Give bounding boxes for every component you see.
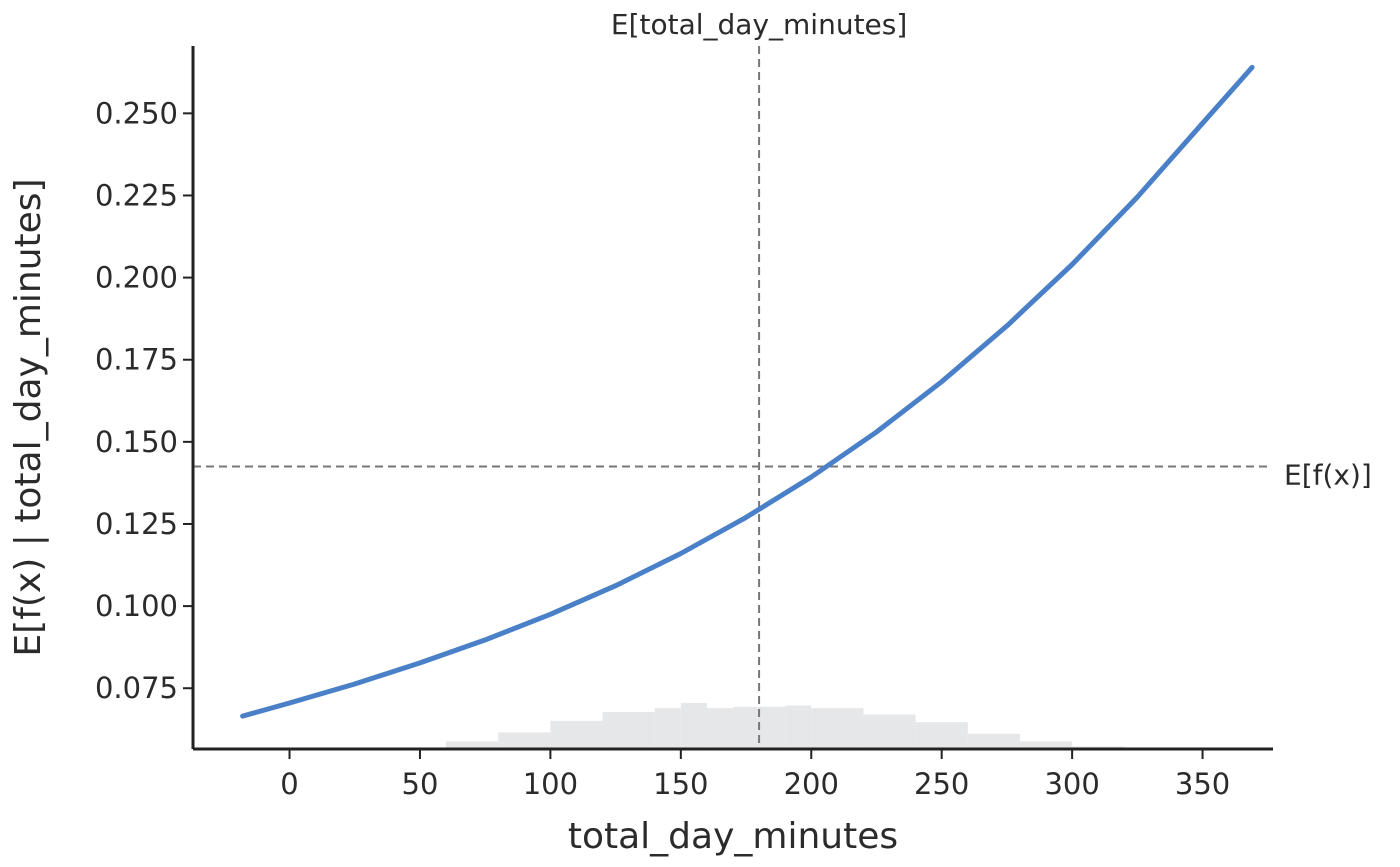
- histogram-bar: [680, 703, 707, 749]
- histogram-bar: [602, 711, 655, 749]
- histogram-bar: [446, 741, 499, 749]
- y-tick-label: 0.125: [95, 507, 178, 541]
- histogram-bar: [811, 708, 864, 749]
- x-tick-label: 150: [653, 767, 708, 801]
- x-tick-label: 50: [402, 767, 439, 801]
- expected-value-label: E[f(x)]: [1284, 458, 1372, 491]
- y-tick-label: 0.225: [95, 178, 178, 212]
- series-layer: [240, 64, 1255, 719]
- x-axis-label: total_day_minutes: [568, 816, 898, 857]
- histogram-bar: [759, 706, 786, 749]
- y-axis-label: E[f(x) | total_day_minutes]: [8, 178, 49, 656]
- histogram-bar: [654, 708, 681, 749]
- y-tick-label: 0.150: [95, 425, 178, 459]
- x-tick-label: 0: [280, 767, 298, 801]
- axes-layer: [191, 46, 1273, 751]
- histogram-bar: [498, 732, 551, 749]
- histogram-bar: [915, 722, 968, 749]
- histogram-bar: [967, 733, 1020, 749]
- histogram-bar: [706, 708, 733, 749]
- histogram-bar: [550, 720, 603, 749]
- y-tick-label: 0.175: [95, 343, 178, 377]
- histogram-bar: [733, 706, 760, 749]
- histogram-bar: [785, 705, 812, 749]
- histogram-layer: [393, 703, 1177, 749]
- partial-dependence-line: [240, 64, 1255, 719]
- x-tick-label: 300: [1044, 767, 1099, 801]
- y-tick-label: 0.250: [95, 96, 178, 130]
- reference-lines-layer: [193, 46, 1270, 749]
- x-tick-label: 200: [784, 767, 839, 801]
- chart-title: E[total_day_minutes]: [611, 8, 907, 41]
- ticks-layer: 0 50 100 150 200 250 300 350 0.075 0.100 0.125 0.15…: [95, 96, 1230, 801]
- histogram-bar: [1019, 741, 1073, 749]
- y-tick-label: 0.075: [95, 671, 178, 705]
- y-tick-label: 0.100: [95, 589, 178, 623]
- histogram-bar: [863, 714, 916, 749]
- x-tick-label: 350: [1175, 767, 1230, 801]
- x-tick-label: 100: [523, 767, 578, 801]
- y-tick-label: 0.200: [95, 261, 178, 295]
- x-tick-label: 250: [914, 767, 969, 801]
